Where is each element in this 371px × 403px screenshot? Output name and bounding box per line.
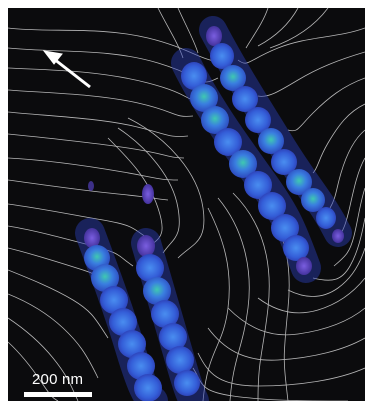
- bead-chain-lower-right: [131, 228, 209, 401]
- micrograph-canvas: [8, 8, 365, 401]
- scale-bar-label: 200 nm: [32, 371, 84, 388]
- bead-chain-upper-right: [199, 16, 352, 247]
- bead-chain-lower-left: [75, 218, 168, 401]
- bead-chain-upper-left: [171, 48, 321, 283]
- field-direction-arrow-icon: [42, 50, 91, 89]
- isolated-particle: [142, 184, 154, 204]
- contour-lines: [8, 8, 365, 401]
- scale-bar: [24, 392, 92, 397]
- isolated-particle: [88, 181, 94, 191]
- magnetic-micrograph: 200 nm: [8, 8, 365, 401]
